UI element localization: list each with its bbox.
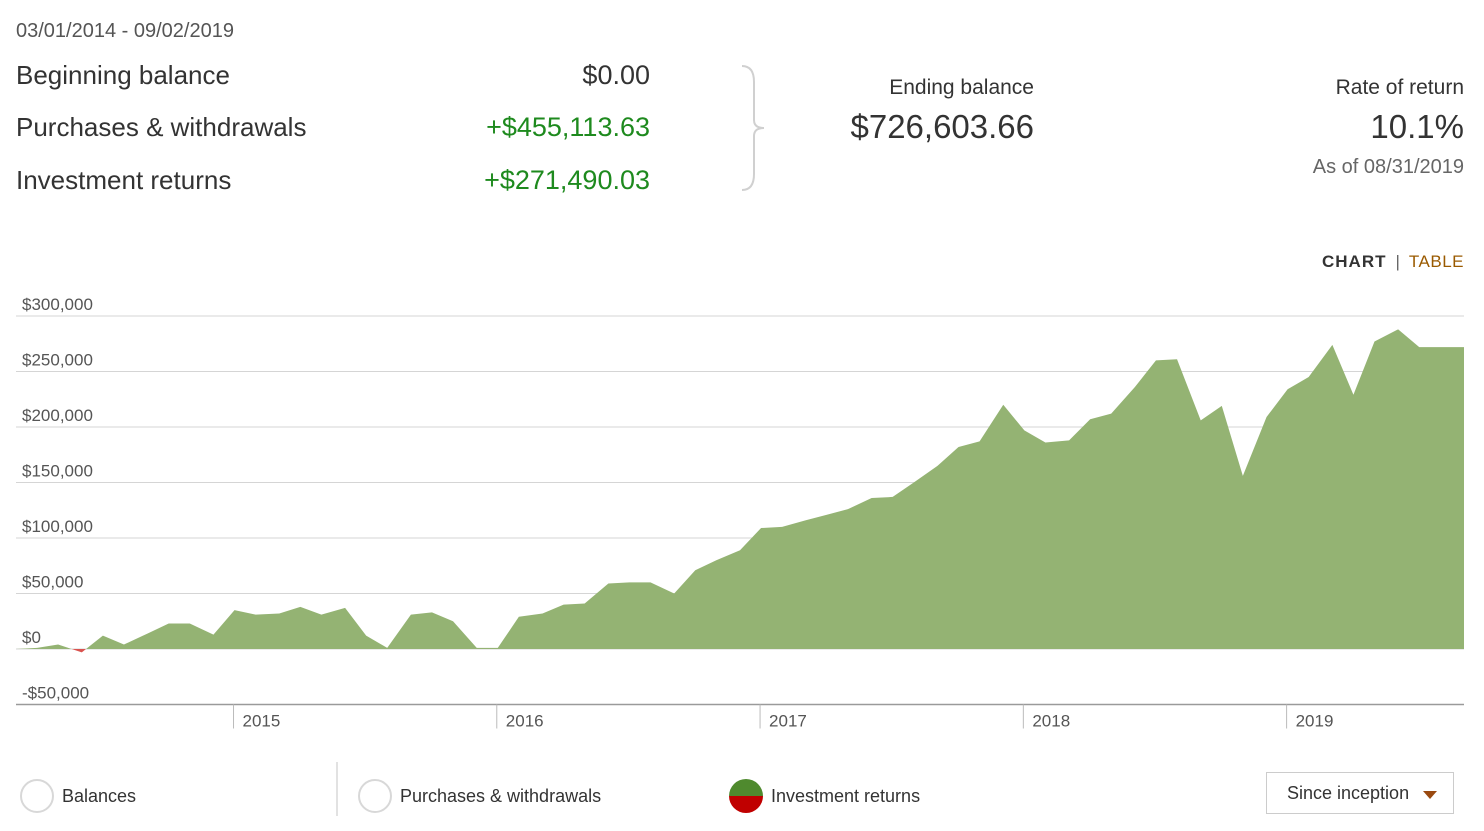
rate-of-return-as-of: As of 08/31/2019: [1312, 156, 1464, 178]
legend-label: Investment returns: [771, 785, 921, 806]
investment-returns-chart: $300,000 $250,000 $200,000 $150,000 $100,000…: [16, 295, 1464, 731]
investment-returns-area-positive: [16, 329, 1464, 649]
purchases-withdrawals-label: Purchases & withdrawals: [16, 112, 307, 142]
legend-purchases-withdrawals[interactable]: Purchases & withdrawals: [358, 776, 601, 816]
legend-toggle-icon: [729, 779, 763, 813]
chevron-down-icon: [1423, 791, 1437, 799]
beginning-balance-label: Beginning balance: [16, 60, 230, 90]
area-series: [16, 329, 1464, 653]
rate-of-return-label: Rate of return: [1335, 76, 1464, 99]
toggle-separator: |: [1395, 252, 1400, 271]
time-range-select[interactable]: Since inception: [1266, 772, 1454, 814]
legend-toggle-icon: [20, 779, 54, 813]
x-tick-label: 2015: [243, 712, 281, 731]
date-range: 03/01/2014 - 09/02/2019: [16, 20, 234, 42]
y-axis-labels: $300,000 $250,000 $200,000 $150,000 $100,000…: [22, 295, 93, 703]
purchases-withdrawals-value: +$455,113.63: [486, 112, 650, 142]
y-tick-label: $250,000: [22, 351, 93, 370]
y-tick-label: $0: [22, 628, 41, 647]
legend-divider: [336, 762, 338, 816]
ending-balance-value: $726,603.66: [850, 108, 1034, 145]
investment-returns-value: +$271,490.03: [484, 165, 650, 195]
legend-balances[interactable]: Balances: [20, 776, 136, 816]
beginning-balance-value: $0.00: [582, 60, 650, 90]
legend-label: Balances: [62, 785, 137, 806]
y-tick-label: $50,000: [22, 573, 83, 592]
table-view-link[interactable]: TABLE: [1408, 252, 1464, 271]
y-tick-label: $300,000: [22, 295, 93, 314]
investment-returns-label: Investment returns: [16, 165, 232, 195]
x-tick-label: 2018: [1032, 712, 1070, 731]
y-tick-label: -$50,000: [22, 684, 89, 703]
rate-of-return-value: 10.1%: [1370, 108, 1464, 145]
legend-label: Purchases & withdrawals: [400, 785, 602, 806]
x-tick-label: 2019: [1296, 712, 1334, 731]
ending-balance-label: Ending balance: [889, 76, 1034, 99]
summary-brace: [741, 65, 765, 191]
y-tick-label: $100,000: [22, 517, 93, 536]
x-axis: 2015 2016 2017 2018 2019: [233, 704, 1334, 731]
chart-view-link[interactable]: CHART: [1321, 252, 1387, 271]
x-tick-label: 2017: [769, 712, 807, 731]
y-tick-label: $200,000: [22, 406, 93, 425]
legend-investment-returns[interactable]: Investment returns: [729, 776, 920, 816]
time-range-value: Since inception: [1287, 782, 1410, 803]
view-toggle: CHART | TABLE: [1322, 252, 1464, 272]
x-tick-label: 2016: [506, 712, 544, 731]
y-tick-label: $150,000: [22, 462, 93, 481]
legend-toggle-icon: [358, 779, 392, 813]
